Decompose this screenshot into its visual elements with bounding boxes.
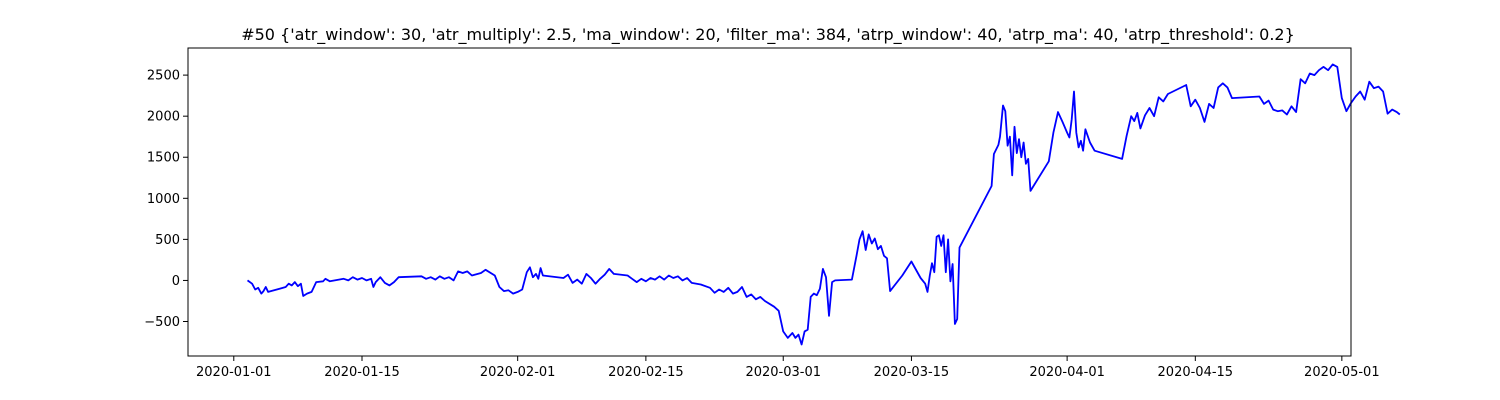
plot-frame xyxy=(187,47,1352,357)
x-tick-label: 2020-02-15 xyxy=(608,365,684,380)
plot-area xyxy=(246,63,1401,346)
x-tick-label: 2020-02-01 xyxy=(480,365,556,380)
chart-title: #50 {'atr_window': 30, 'atr_multiply': 2… xyxy=(241,25,1295,45)
x-tick-label: 2020-01-01 xyxy=(196,365,272,380)
x-tick-label: 2020-03-15 xyxy=(874,365,950,380)
x-axis: 2020-01-01 2020-01-15 2020-02-01 2020-02-15… xyxy=(196,356,1380,380)
x-tick-label: 2020-01-15 xyxy=(324,365,400,380)
y-tick-label: 1000 xyxy=(147,192,180,207)
y-tick-label: 1500 xyxy=(147,151,180,166)
y-tick-label: 2500 xyxy=(147,69,180,84)
x-tick-label: 2020-05-01 xyxy=(1304,365,1380,380)
x-tick-label: 2020-04-15 xyxy=(1158,365,1234,380)
y-tick-label: 0 xyxy=(172,274,180,289)
series-line-0 xyxy=(246,63,1401,346)
y-axis: −500 0 500 1000 1500 2000 2500 xyxy=(144,69,188,330)
y-tick-label: −500 xyxy=(144,315,180,330)
y-tick-label: 2000 xyxy=(147,110,180,125)
y-tick-label: 500 xyxy=(155,233,180,248)
x-tick-label: 2020-04-01 xyxy=(1029,365,1105,380)
x-tick-label: 2020-03-01 xyxy=(745,365,821,380)
